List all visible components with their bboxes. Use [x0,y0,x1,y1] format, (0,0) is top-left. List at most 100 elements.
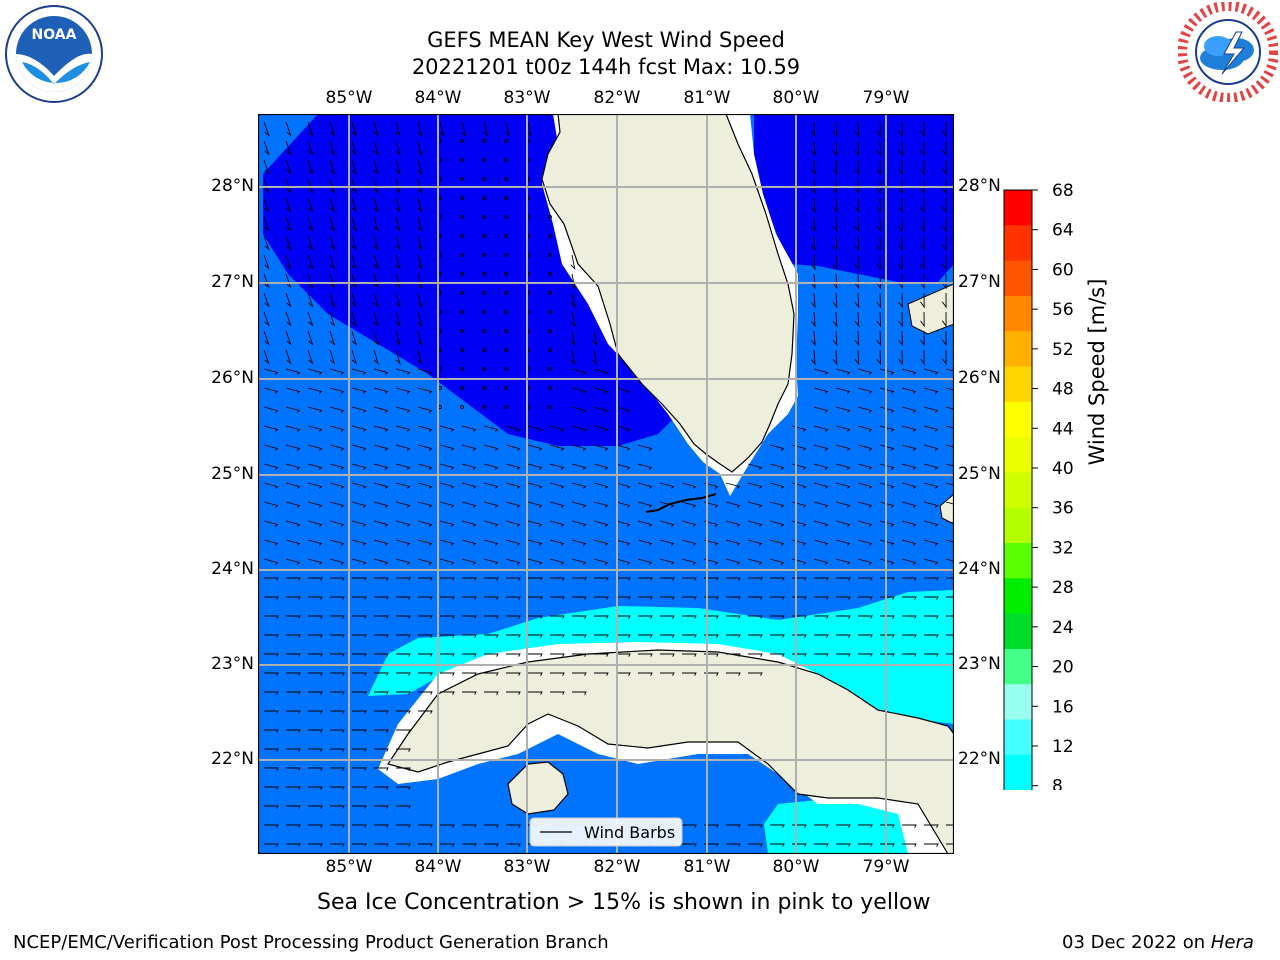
wind-barb [373,216,379,232]
wind-barb [329,368,345,375]
wind-barb [352,805,367,809]
wind-barb [726,577,741,581]
lat-label-right: 27°N [958,272,1001,292]
wind-barb [374,615,389,619]
wind-barb [527,558,543,565]
wind-barb [945,539,954,543]
wind-barb [857,463,873,470]
wind-barb [373,254,379,270]
wind-barb [638,672,653,676]
wind-barb [549,558,565,565]
wind-barb [264,843,279,847]
wind-barb [307,482,323,489]
wind-barb [616,577,631,581]
wind-barb [417,292,423,308]
wind-barb [484,843,499,847]
lat-label-right: 28°N [958,176,1001,196]
wind-barb [307,406,323,413]
colorbar-segment [1004,648,1032,685]
colorbar-tick-label: 28 [1052,578,1074,598]
wind-barb [835,463,851,470]
florida-keys [645,493,717,513]
wind-barb [570,311,576,328]
colorbar-tick-label: 60 [1052,260,1074,280]
wind-barb [835,482,851,489]
wind-barb [920,140,925,157]
wind-barb [482,310,486,314]
wind-barb [330,634,345,638]
nws-logo-icon [1178,2,1278,102]
wind-barb [548,272,552,276]
colorbar-tick-label: 16 [1052,697,1074,717]
wind-barb [637,463,653,470]
wind-barb [285,159,292,175]
wind-barb [329,159,336,175]
wind-barb [550,615,565,619]
lat-label-left: 23°N [211,654,254,674]
wind-barb [901,425,917,432]
wind-barb [506,824,521,828]
lat-label-right: 23°N [958,654,1001,674]
wind-barb [835,406,851,413]
wind-barb [417,235,423,251]
wind-barb [748,843,763,847]
wind-barb [879,368,895,375]
wind-barb [506,691,521,695]
wind-barb [505,501,521,508]
wind-barb [898,178,903,195]
wind-barb [482,139,486,143]
wind-barb [857,482,873,489]
wind-barb [857,425,873,432]
wind-barb [810,216,816,233]
wind-barb [548,367,552,371]
wind-barb [308,691,323,695]
wind-barb [615,463,631,470]
wind-barb [946,577,954,579]
wind-barb [682,634,697,638]
wind-barb [810,140,816,157]
wind-barb [263,425,279,432]
colorbar-tick-label: 40 [1052,459,1074,479]
wind-barb [263,178,270,194]
wind-barb [460,348,464,352]
wind-barb [703,501,719,508]
wind-barb [857,444,873,451]
wind-barb [660,596,675,600]
wind-barb [352,824,367,828]
wind-barb [770,634,785,638]
wind-barb [941,178,947,195]
wind-barb [704,824,719,828]
wind-barb [308,824,323,828]
wind-barb [308,748,323,752]
wind-barb [876,197,882,214]
wind-barb [570,292,576,309]
wind-barb [876,159,882,176]
wind-barb [264,577,279,581]
wind-barb [286,672,301,676]
wind-barb [923,444,939,451]
wind-barb [307,349,314,365]
wind-barb [945,463,954,467]
wind-barb [504,253,508,257]
wind-barb [898,216,903,233]
wind-barb [307,539,323,546]
wind-barb [901,482,917,489]
wind-barb [307,558,323,565]
wind-barb [263,482,279,489]
cuba-north-cyan-region [368,590,954,724]
wind-barb [373,292,379,308]
wind-barb [351,254,358,270]
wind-barb [440,634,455,638]
wind-barb [483,558,499,565]
wind-barb [373,387,389,394]
wind-barb [417,539,433,546]
wind-barb [352,634,367,638]
wind-barb [285,463,301,470]
wind-barb [571,444,587,451]
wind-barb [879,501,895,508]
wind-barb [307,178,314,194]
wind-barb [285,292,292,308]
wind-barb [748,653,763,657]
wind-barb [748,596,763,600]
wind-barb [769,558,785,565]
